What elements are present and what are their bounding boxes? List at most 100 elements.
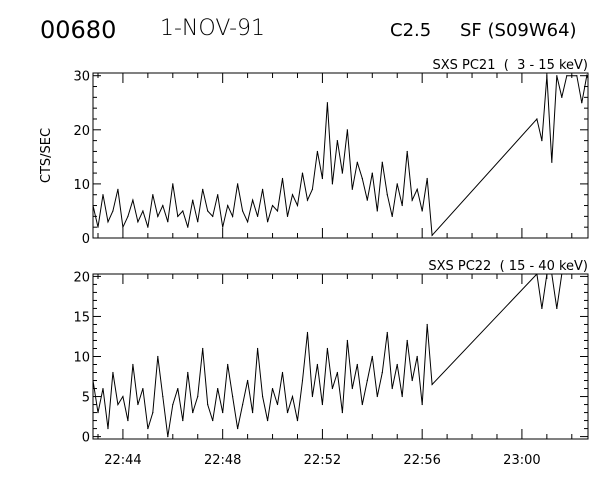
data-point bbox=[222, 226, 224, 228]
data-point bbox=[107, 221, 109, 223]
flare-class: C2.5 bbox=[390, 20, 432, 41]
data-point bbox=[217, 194, 219, 196]
data-point bbox=[167, 221, 169, 223]
data-point bbox=[232, 395, 234, 398]
data-point bbox=[416, 355, 418, 358]
data-point bbox=[561, 274, 563, 275]
data-point bbox=[276, 403, 279, 406]
data-point bbox=[321, 403, 324, 406]
data-point bbox=[411, 199, 413, 201]
data-point bbox=[331, 387, 333, 390]
y-tick-label: 0 bbox=[82, 232, 90, 247]
data-point bbox=[237, 183, 239, 185]
panel-2: 0 5 10 15 20 22:44 22:48 22:52 22:56 23:00 SXS PC2… bbox=[73, 259, 589, 468]
y-tick-label: 10 bbox=[73, 351, 90, 366]
data-point bbox=[431, 383, 433, 386]
data-point bbox=[266, 419, 269, 422]
data-point bbox=[386, 194, 388, 196]
data-point bbox=[351, 188, 353, 190]
data-point bbox=[207, 403, 209, 406]
data-point bbox=[281, 371, 284, 374]
data-point bbox=[107, 427, 109, 430]
data-point bbox=[366, 379, 368, 382]
data-point bbox=[566, 75, 568, 77]
data-point bbox=[127, 419, 129, 422]
data-point bbox=[541, 307, 543, 310]
data-point bbox=[346, 339, 348, 342]
data-point bbox=[586, 75, 588, 77]
data-point bbox=[172, 183, 174, 185]
data-point bbox=[321, 177, 324, 180]
data-point bbox=[147, 226, 149, 228]
data-point bbox=[571, 75, 573, 77]
data-point bbox=[147, 427, 149, 430]
data-point bbox=[581, 102, 583, 104]
data-point bbox=[591, 86, 592, 87]
data-point bbox=[177, 387, 179, 390]
x-tick-label: 22:44 bbox=[104, 453, 141, 468]
data-point bbox=[256, 347, 259, 350]
data-point bbox=[112, 371, 114, 374]
y-axis-label: CTS/SEC bbox=[39, 128, 54, 183]
data-series bbox=[93, 274, 568, 438]
data-point bbox=[301, 172, 304, 174]
data-point bbox=[182, 210, 184, 212]
y-tick-label: 10 bbox=[73, 178, 90, 193]
data-point bbox=[192, 199, 194, 201]
panel-title: SXS PC22 ( 15 - 40 keV) bbox=[428, 259, 588, 274]
data-point bbox=[97, 411, 99, 414]
data-point bbox=[142, 210, 144, 212]
data-point bbox=[416, 188, 418, 190]
data-point bbox=[97, 226, 99, 228]
data-point bbox=[286, 215, 289, 217]
data-series bbox=[93, 74, 592, 237]
x-tick-label: 23:00 bbox=[503, 453, 540, 468]
data-point bbox=[157, 215, 159, 217]
data-point bbox=[247, 221, 249, 223]
data-point bbox=[192, 411, 194, 414]
data-point bbox=[376, 210, 378, 212]
data-point bbox=[182, 419, 184, 422]
data-point bbox=[536, 118, 538, 120]
data-point bbox=[251, 199, 254, 201]
data-point bbox=[421, 210, 423, 212]
data-point bbox=[132, 363, 134, 366]
data-point bbox=[122, 395, 124, 398]
data-point bbox=[401, 395, 403, 398]
data-point bbox=[167, 435, 169, 438]
data-point bbox=[426, 177, 428, 180]
data-point bbox=[556, 75, 558, 77]
data-point bbox=[546, 75, 548, 77]
data-point bbox=[381, 161, 383, 163]
data-point bbox=[197, 221, 199, 223]
data-point bbox=[376, 395, 378, 398]
y-tick-label: 30 bbox=[73, 70, 90, 85]
data-point bbox=[207, 210, 209, 212]
data-point bbox=[177, 215, 179, 217]
y-tick-label: 20 bbox=[73, 270, 90, 285]
data-point bbox=[311, 395, 314, 398]
data-point bbox=[271, 204, 274, 207]
data-point bbox=[341, 411, 343, 414]
data-point bbox=[361, 403, 363, 406]
data-point bbox=[406, 339, 408, 342]
data-point bbox=[112, 210, 114, 212]
data-point bbox=[247, 379, 249, 382]
data-point bbox=[306, 199, 309, 201]
data-point bbox=[251, 411, 254, 414]
data-point bbox=[276, 210, 279, 212]
data-point bbox=[256, 215, 259, 217]
y-tick-label: 15 bbox=[73, 310, 90, 325]
data-point bbox=[301, 379, 304, 382]
data-point bbox=[396, 363, 398, 366]
data-point bbox=[311, 188, 314, 190]
data-point bbox=[187, 371, 189, 374]
data-point bbox=[217, 387, 219, 390]
data-point bbox=[421, 403, 423, 406]
data-point bbox=[361, 177, 363, 180]
data-point bbox=[132, 199, 134, 201]
data-point bbox=[391, 215, 393, 217]
data-point bbox=[122, 226, 124, 228]
